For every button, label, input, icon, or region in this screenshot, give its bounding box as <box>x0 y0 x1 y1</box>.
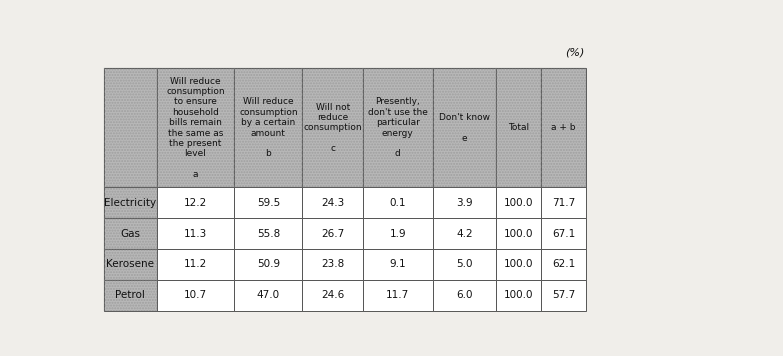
Bar <box>302 68 363 188</box>
Text: 100.0: 100.0 <box>504 229 533 239</box>
Text: 23.8: 23.8 <box>321 260 345 269</box>
Bar <box>104 68 157 188</box>
Bar <box>104 218 157 249</box>
Text: 59.5: 59.5 <box>257 198 280 208</box>
Bar <box>496 188 541 218</box>
Bar <box>104 280 157 311</box>
Bar <box>496 68 541 188</box>
Text: 6.0: 6.0 <box>456 290 473 300</box>
Bar <box>104 68 157 188</box>
Bar <box>433 249 496 280</box>
Bar <box>363 280 433 311</box>
Bar <box>157 218 234 249</box>
Text: Kerosene: Kerosene <box>106 260 154 269</box>
Text: Gas: Gas <box>121 229 140 239</box>
Bar <box>234 188 302 218</box>
Bar <box>496 249 541 280</box>
Text: 100.0: 100.0 <box>504 290 533 300</box>
Text: 24.3: 24.3 <box>321 198 345 208</box>
Bar <box>104 249 157 280</box>
Bar <box>157 68 234 188</box>
Bar <box>541 218 586 249</box>
Bar <box>496 68 541 188</box>
Bar <box>433 218 496 249</box>
Text: Petrol: Petrol <box>115 290 146 300</box>
Bar <box>541 68 586 188</box>
Text: 0.1: 0.1 <box>390 198 406 208</box>
Bar <box>234 280 302 311</box>
Bar <box>363 68 433 188</box>
Text: Presently,
don't use the
particular
energy

d: Presently, don't use the particular ener… <box>368 97 428 158</box>
Bar <box>363 68 433 188</box>
Bar <box>104 249 157 280</box>
Text: Will reduce
consumption
to ensure
household
bills remain
the same as
the present: Will reduce consumption to ensure househ… <box>166 77 225 179</box>
Bar <box>104 218 157 249</box>
Text: Electricity: Electricity <box>104 198 157 208</box>
Bar <box>302 218 363 249</box>
Text: 47.0: 47.0 <box>257 290 280 300</box>
Text: 1.9: 1.9 <box>389 229 406 239</box>
Bar <box>496 280 541 311</box>
Bar <box>157 280 234 311</box>
Text: Total: Total <box>508 123 529 132</box>
Text: 10.7: 10.7 <box>184 290 207 300</box>
Text: 3.9: 3.9 <box>456 198 473 208</box>
Bar <box>234 249 302 280</box>
Text: 62.1: 62.1 <box>552 260 576 269</box>
Bar <box>433 68 496 188</box>
Bar <box>541 188 586 218</box>
Bar <box>104 188 157 218</box>
Bar <box>302 68 363 188</box>
Bar <box>363 249 433 280</box>
Bar <box>541 280 586 311</box>
Text: 100.0: 100.0 <box>504 260 533 269</box>
Text: 11.3: 11.3 <box>184 229 207 239</box>
Bar <box>433 68 496 188</box>
Text: 11.2: 11.2 <box>184 260 207 269</box>
Text: 12.2: 12.2 <box>184 198 207 208</box>
Text: Don't know

e: Don't know e <box>439 113 490 143</box>
Bar <box>157 188 234 218</box>
Bar <box>541 249 586 280</box>
Text: 5.0: 5.0 <box>456 260 473 269</box>
Text: 57.7: 57.7 <box>552 290 576 300</box>
Bar <box>302 188 363 218</box>
Bar <box>496 218 541 249</box>
Bar <box>104 280 157 311</box>
Bar <box>302 280 363 311</box>
Text: 67.1: 67.1 <box>552 229 576 239</box>
Bar <box>157 249 234 280</box>
Text: (%): (%) <box>565 47 585 57</box>
Text: 100.0: 100.0 <box>504 198 533 208</box>
Text: 50.9: 50.9 <box>257 260 280 269</box>
Text: a + b: a + b <box>551 123 576 132</box>
Bar <box>363 188 433 218</box>
Text: 9.1: 9.1 <box>389 260 406 269</box>
Bar <box>541 68 586 188</box>
Text: 26.7: 26.7 <box>321 229 345 239</box>
Bar <box>234 68 302 188</box>
Bar <box>302 249 363 280</box>
Text: Will not
reduce
consumption

c: Will not reduce consumption c <box>303 103 362 153</box>
Text: 24.6: 24.6 <box>321 290 345 300</box>
Bar <box>433 280 496 311</box>
Text: 11.7: 11.7 <box>386 290 410 300</box>
Text: Will reduce
consumption
by a certain
amount

b: Will reduce consumption by a certain amo… <box>239 97 298 158</box>
Bar <box>234 218 302 249</box>
Bar <box>157 68 234 188</box>
Text: 55.8: 55.8 <box>257 229 280 239</box>
Text: 4.2: 4.2 <box>456 229 473 239</box>
Bar <box>104 188 157 218</box>
Bar <box>433 188 496 218</box>
Text: 71.7: 71.7 <box>552 198 576 208</box>
Bar <box>234 68 302 188</box>
Bar <box>363 218 433 249</box>
